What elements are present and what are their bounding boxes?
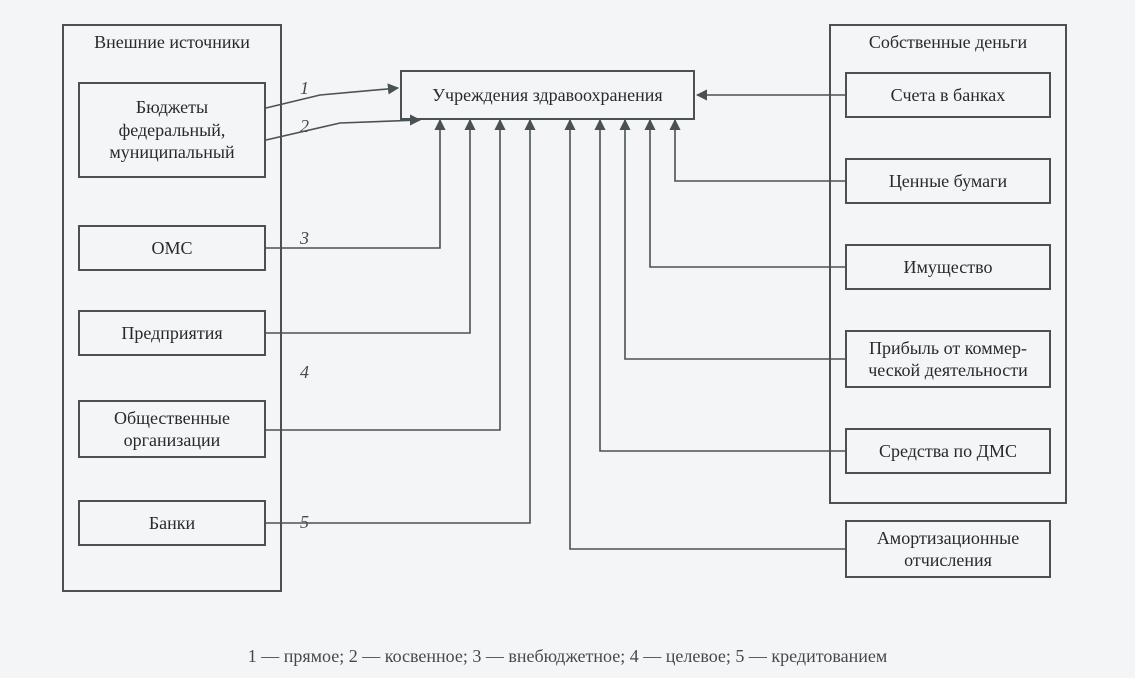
right-node-dms-label: Средства по ДМС (879, 440, 1017, 463)
central-node-label: Учреждения здравоохранения (432, 84, 662, 107)
right-node-bank_accounts-label: Счета в банках (891, 84, 1006, 107)
left-node-banks: Банки (78, 500, 266, 546)
right-container-title: Собственные деньги (831, 32, 1065, 53)
edge-commercial_profit (625, 120, 845, 359)
edge-banks (266, 120, 530, 523)
left-node-enterprises-label: Предприятия (121, 322, 222, 345)
edge-label-l3: 3 (300, 228, 309, 249)
legend: 1 — прямое; 2 — косвенное; 3 — внебюджет… (0, 646, 1135, 667)
edge-budgets (266, 120, 420, 140)
edge-amortization (570, 120, 845, 549)
edge-ngos (266, 120, 500, 430)
legend-text: 1 — прямое; 2 — косвенное; 3 — внебюджет… (248, 646, 888, 666)
edge-securities (675, 120, 845, 181)
left-node-ngos-label: Общественные организации (88, 407, 256, 452)
edge-label-l5: 5 (300, 512, 309, 533)
right-node-dms: Средства по ДМС (845, 428, 1051, 474)
central-node: Учреждения здравоохранения (400, 70, 695, 120)
right-node-securities: Ценные бумаги (845, 158, 1051, 204)
edge-label-l2: 2 (300, 116, 309, 137)
left-node-ngos: Общественные организации (78, 400, 266, 458)
edge-budgets (266, 88, 398, 108)
left-node-oms-label: ОМС (151, 237, 192, 260)
right-node-amortization: Амортизационные отчисления (845, 520, 1051, 578)
right-node-securities-label: Ценные бумаги (889, 170, 1007, 193)
edge-oms (266, 120, 440, 248)
edge-enterprises (266, 120, 470, 333)
right-node-commercial_profit-label: Прибыль от коммер- ческой деятельности (855, 337, 1041, 382)
right-node-amortization-label: Амортизационные отчисления (855, 527, 1041, 572)
edge-property (650, 120, 845, 267)
right-node-property: Имущество (845, 244, 1051, 290)
right-node-commercial_profit: Прибыль от коммер- ческой деятельности (845, 330, 1051, 388)
edge-label-l1: 1 (300, 78, 309, 99)
left-node-budgets: Бюджеты федеральный, муниципальный (78, 82, 266, 178)
left-node-enterprises: Предприятия (78, 310, 266, 356)
left-node-banks-label: Банки (149, 512, 195, 535)
right-node-property-label: Имущество (904, 256, 993, 279)
edge-dms (600, 120, 845, 451)
left-node-budgets-label: Бюджеты федеральный, муниципальный (88, 96, 256, 164)
left-node-oms: ОМС (78, 225, 266, 271)
edge-label-l4: 4 (300, 362, 309, 383)
right-node-bank_accounts: Счета в банках (845, 72, 1051, 118)
left-container-title: Внешние источники (64, 32, 280, 53)
